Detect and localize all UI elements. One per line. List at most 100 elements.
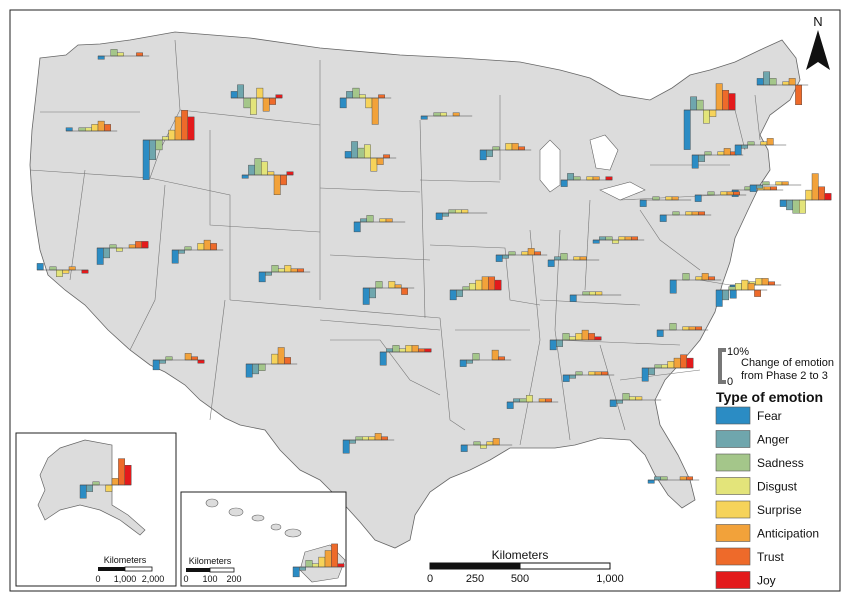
bar-virginia-fear <box>669 279 677 294</box>
bar-kentucky-surprise <box>595 291 603 296</box>
scale-note-line1: Change of emotion <box>741 357 834 369</box>
bar-wyoming-trust <box>280 174 287 186</box>
bar-rhode-island-surprise <box>805 189 813 201</box>
scalebar-main-tick-0: 0 <box>427 573 433 585</box>
bar-maryland-trust <box>754 289 762 297</box>
bar-group-alabama <box>562 371 615 382</box>
bar-illinois-fear <box>495 254 503 262</box>
bar-hawaii-disgust <box>312 563 319 568</box>
bar-nebraska-sadness <box>366 215 374 223</box>
bar-pennsylvania-fear <box>659 214 667 222</box>
bar-wisconsin-anger <box>486 149 493 157</box>
bar-group-florida <box>647 476 700 484</box>
scalebar-hawaii: Kilometers 0 100 200 <box>183 556 241 584</box>
bar-rhode-island-joy <box>824 193 832 201</box>
bar-oklahoma-sadness <box>392 345 400 353</box>
bar-hawaii-anticipation <box>324 550 332 568</box>
bar-tennessee-anticipation <box>581 329 589 341</box>
bar-group-west-virginia <box>639 196 692 207</box>
bar-connecticut-sadness <box>762 181 770 186</box>
bar-oklahoma-anticipation <box>411 345 419 353</box>
bar-connecticut-anticipation <box>781 181 789 186</box>
legend-swatch-anticipation <box>715 524 751 542</box>
bar-illinois-anger <box>502 254 509 259</box>
bar-kansas-sadness <box>375 281 383 289</box>
bar-group-kentucky <box>569 291 622 302</box>
bar-south-carolina-joy <box>686 357 694 369</box>
bar-group-wisconsin <box>479 143 532 161</box>
bar-new-hampshire-anger <box>741 144 749 149</box>
bar-michigan-joy <box>605 176 613 181</box>
bar-group-arizona <box>152 353 205 371</box>
bar-mississippi-trust <box>545 398 553 403</box>
bar-illinois-surprise <box>521 251 529 256</box>
bar-oklahoma-surprise <box>405 345 413 353</box>
bar-alaska-trust <box>118 458 126 486</box>
bar-kentucky-disgust <box>589 291 596 296</box>
bar-group-new-hampshire <box>734 138 787 156</box>
bar-oregon-sadness <box>78 127 86 132</box>
bar-montana-trust <box>269 97 276 105</box>
bar-alaska-anger <box>86 484 94 492</box>
bar-south-dakota-surprise <box>370 157 378 172</box>
bar-group-mississippi <box>506 395 559 409</box>
bar-group-wyoming <box>241 158 294 195</box>
legend-label-sadness: Sadness <box>757 456 804 470</box>
bar-florida-trust <box>686 476 694 481</box>
bar-alaska-surprise <box>105 484 113 492</box>
bar-iowa-anger <box>442 212 449 217</box>
bar-massachusetts-trust <box>770 186 778 191</box>
bar-mississippi-sadness <box>519 398 527 403</box>
bar-west-virginia-surprise <box>665 196 673 201</box>
scalebar-hawaii-tick-2: 200 <box>226 574 241 584</box>
bar-group-california <box>36 263 89 277</box>
bar-group-montana <box>230 84 283 115</box>
bar-washington-trust <box>136 52 143 57</box>
bar-louisiana-disgust <box>480 444 487 449</box>
bar-montana-disgust <box>249 97 257 115</box>
bar-north-dakota-sadness <box>352 87 360 99</box>
bar-new-mexico-surprise <box>271 353 279 365</box>
bar-oregon-anticipation <box>97 120 105 132</box>
scalebar-main-white <box>519 562 611 570</box>
bar-arizona-sadness <box>165 356 173 361</box>
bar-indiana-fear <box>547 259 555 267</box>
bar-north-dakota-anger <box>346 91 353 99</box>
bar-idaho-disgust <box>161 136 169 141</box>
bar-colorado-surprise <box>284 265 292 273</box>
bar-georgia-surprise <box>635 396 643 401</box>
bar-michigan-anticipation <box>592 176 600 181</box>
scalebar-alaska-tick-0: 0 <box>95 574 100 584</box>
bar-texas-anticipation <box>374 433 382 441</box>
bar-wyoming-sadness <box>254 158 262 176</box>
bar-washington-sadness <box>110 49 118 57</box>
legend: Type of emotion Fear Anger Sadness Disgust S… <box>715 389 823 589</box>
bar-rhode-island-fear <box>779 199 787 207</box>
bar-colorado-trust <box>297 268 304 273</box>
bar-tennessee-disgust <box>569 336 576 341</box>
bar-new-hampshire-fear <box>734 144 742 156</box>
bar-group-nevada <box>96 241 149 265</box>
bar-tennessee-surprise <box>575 333 583 341</box>
bar-idaho-joy <box>187 116 195 141</box>
bar-georgia-sadness <box>622 393 630 401</box>
bar-north-carolina-fear <box>656 329 664 337</box>
bar-washington-disgust <box>116 52 124 57</box>
bar-montana-surprise <box>256 87 264 99</box>
bar-hawaii-fear <box>292 566 300 578</box>
bar-hawaii-surprise <box>318 556 326 568</box>
bar-idaho-fear <box>142 139 150 180</box>
bar-wisconsin-fear <box>479 149 487 161</box>
bar-texas-disgust <box>362 436 369 441</box>
bar-tennessee-trust <box>588 333 596 341</box>
legend-label-disgust: Disgust <box>757 480 798 494</box>
bar-oregon-surprise <box>91 124 99 132</box>
bar-missouri-anticipation <box>481 276 489 291</box>
scale-note-top: 10% <box>727 346 749 358</box>
bar-mississippi-anger <box>513 398 521 403</box>
legend-swatch-fear <box>715 406 751 425</box>
bar-group-pennsylvania <box>659 211 712 222</box>
scalebar-main-black <box>429 562 521 570</box>
bar-new-york-anticipation <box>715 83 723 111</box>
